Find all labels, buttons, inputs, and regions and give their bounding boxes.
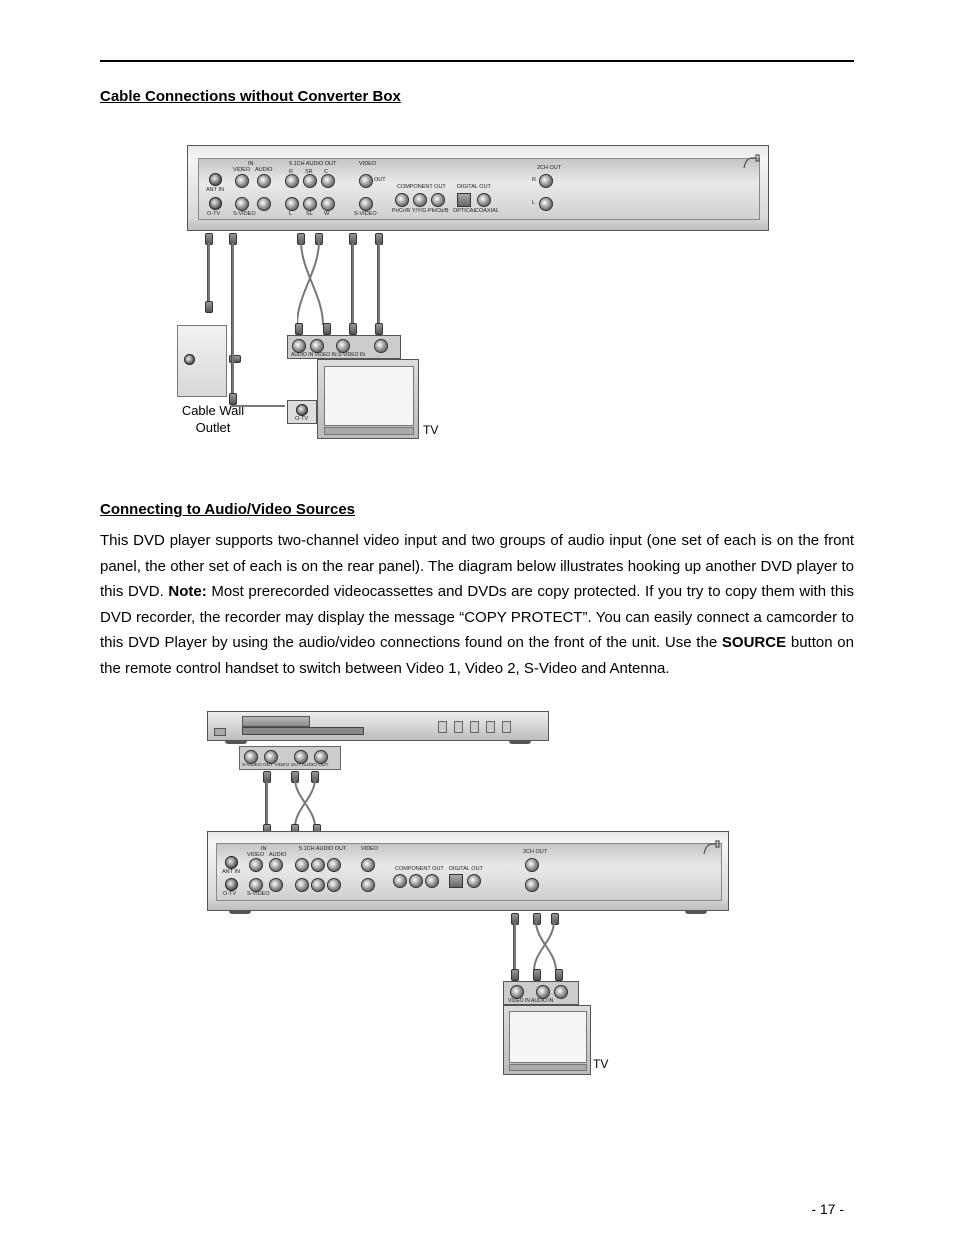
tv-body-2 <box>503 1005 591 1075</box>
body-paragraph: This DVD player supports two-channel vid… <box>100 528 854 681</box>
tv-input-strip-2: VIDEO IN AUDIO IN <box>503 981 579 1005</box>
tv-label-2: TV <box>593 1057 608 1071</box>
tv-label-1: TV <box>423 423 438 437</box>
page-root: Cable Connections without Converter Box … <box>0 0 954 1257</box>
diagram2-wrap: S-VIDEO OUT VIDEO OUT AUDIO OUT ANT IN <box>100 711 854 1091</box>
external-dvd-outputs: S-VIDEO OUT VIDEO OUT AUDIO OUT <box>239 746 341 770</box>
wall-plate <box>177 325 227 397</box>
tv-coax-box: O-TV <box>287 400 317 424</box>
unit-back-panel: ANT IN O-TV IN VIDEO AUDIO S-VIDEO 5.1CH… <box>187 145 769 231</box>
back-strip: ANT IN O-TV IN VIDEO AUDIO S-VIDEO 5.1CH… <box>198 158 760 220</box>
section2-title: Connecting to Audio/Video Sources <box>100 501 854 518</box>
tv-input-strip: AUDIO IN VIDEO IN S-VIDEO IN <box>287 335 401 359</box>
tv-body <box>317 359 419 439</box>
note-label: Note: <box>168 583 206 600</box>
power-cord-icon-2 <box>702 840 720 858</box>
wall-outlet-label: Cable WallOutlet <box>173 403 253 437</box>
power-cord-icon <box>742 154 760 172</box>
diagram2: S-VIDEO OUT VIDEO OUT AUDIO OUT ANT IN <box>207 711 747 1091</box>
diagram1: ANT IN O-TV IN VIDEO AUDIO S-VIDEO 5.1CH… <box>177 145 777 455</box>
page-number: - 17 - <box>100 1201 854 1217</box>
source-label: SOURCE <box>722 634 786 651</box>
unit-back-panel-2: ANT IN O-TV IN VIDEO AUDIO S-VIDEO 5.1CH… <box>207 831 729 911</box>
external-dvd-front <box>207 711 549 741</box>
section1-title: Cable Connections without Converter Box <box>100 88 854 105</box>
top-rule <box>100 60 854 62</box>
diagram1-wrap: ANT IN O-TV IN VIDEO AUDIO S-VIDEO 5.1CH… <box>100 145 854 455</box>
